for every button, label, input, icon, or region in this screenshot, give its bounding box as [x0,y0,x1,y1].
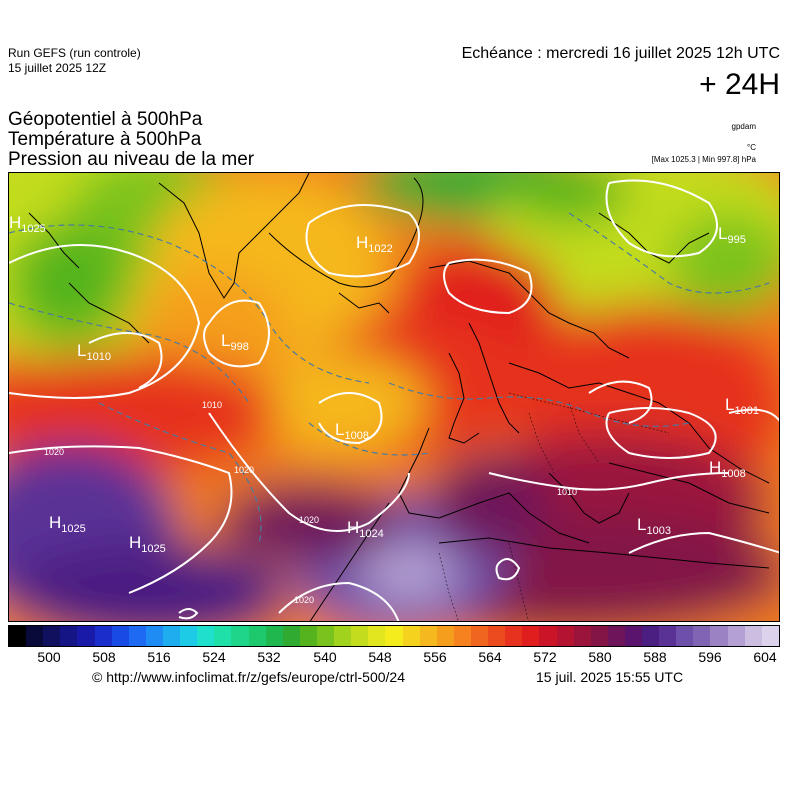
color-scale-swatch [436,626,454,646]
color-scale-swatch [419,626,437,646]
low-pressure-label: L1003 [637,515,671,537]
isotherms [9,212,770,544]
run-title: Run GEFS (run controle) [8,46,141,60]
color-scale-swatch [522,626,540,646]
color-scale-swatch [590,626,608,646]
color-scale-swatch [453,626,471,646]
color-scale-tick: 564 [478,649,502,665]
color-scale-swatch [573,626,591,646]
high-pressure-label: H1025 [129,533,166,555]
forecast-lead-time: + 24H [699,68,780,101]
color-scale-tick: 572 [533,649,557,665]
color-scale-swatch [710,626,728,646]
field-label-geopotential: Géopotentiel à 500hPa [8,109,203,130]
color-scale [8,625,780,647]
low-pressure-label: L1001 [725,395,759,417]
color-scale-tick: 596 [698,649,722,665]
forecast-valid-time: Echéance : mercredi 16 juillet 2025 12h … [461,45,780,62]
color-scale-swatch [539,626,557,646]
low-pressure-label: L998 [221,331,249,353]
color-scale-swatch [77,626,95,646]
color-scale-swatch [162,626,181,646]
color-scale-swatch [385,626,403,646]
isobar-contour-labels: 1010 1020 1020 1020 1020 1010 [44,400,577,605]
color-scale-swatch [624,626,643,646]
color-scale-swatch [316,626,335,646]
color-scale-tick: 580 [588,649,612,665]
isobar-label: 1020 [234,465,254,475]
color-scale-swatch [334,626,352,646]
color-scale-tick: 516 [147,649,171,665]
color-scale-tick: 556 [423,649,447,665]
isobar-label: 1020 [299,515,319,525]
high-pressure-label: H1024 [347,518,384,540]
color-scale-swatch [282,626,300,646]
high-pressure-label: H1025 [9,213,46,235]
color-scale-tick: 540 [313,649,337,665]
color-scale-swatch [470,626,489,646]
unit-geopotential: gpdam [731,122,756,131]
field-label-temperature: Température à 500hPa [8,129,202,150]
color-scale-tick: 548 [368,649,392,665]
color-scale-swatch [299,626,317,646]
weather-map-canvas: H1025 H1022 H1024 H1025 H1025 L1010 L998 L1008 L… [9,173,779,621]
color-scale-swatch [265,626,283,646]
color-scale-tick: 524 [202,649,226,665]
high-pressure-label: H1008 [709,458,746,480]
geopotential-shading [9,173,779,621]
color-scale-swatch [676,626,694,646]
run-date: 15 juillet 2025 12Z [8,61,107,75]
color-scale-swatch [368,626,386,646]
color-scale-swatch [231,626,249,646]
isobar-label: 1010 [557,487,577,497]
color-scale-swatch [607,626,625,646]
source-url[interactable]: © http://www.infoclimat.fr/z/gefs/europe… [92,669,406,685]
borders [438,392,670,621]
color-scale-swatch [693,626,711,646]
color-scale-swatch [94,626,112,646]
coastlines [28,173,770,621]
unit-temperature: °C [747,143,756,152]
color-scale-swatch [128,626,146,646]
color-scale-swatch [248,626,266,646]
color-scale-tick: 588 [643,649,667,665]
color-scale-tick: 508 [92,649,116,665]
isobar-label: 1020 [44,447,64,457]
low-pressure-label: L1008 [335,420,369,442]
color-scale-swatch [197,626,215,646]
color-scale-swatch [145,626,163,646]
color-scale-swatch [60,626,78,646]
color-scale-swatch [402,626,420,646]
color-scale-tick: 500 [37,649,61,665]
field-label-pressure: Pression au niveau de la mer [8,149,255,170]
color-scale-swatch [180,626,198,646]
color-scale-swatch [351,626,369,646]
color-scale-swatch [488,626,506,646]
isobar-label: 1010 [202,400,222,410]
color-scale-swatch [659,626,677,646]
high-pressure-label: H1025 [49,513,86,535]
color-scale-swatch [727,626,745,646]
weather-map: H1025 H1022 H1024 H1025 H1025 L1010 L998 L1008 L… [8,172,780,622]
generated-timestamp: 15 juil. 2025 15:55 UTC [536,669,684,685]
unit-pressure-range: [Max 1025.3 | Min 997.8] hPa [651,155,756,164]
color-scale-tick: 604 [753,649,777,665]
color-scale-swatch [26,626,44,646]
color-scale-swatch [761,626,779,646]
color-scale-swatch [214,626,232,646]
color-scale-swatch [744,626,762,646]
color-scale-swatch [642,626,660,646]
isobars [9,179,779,621]
high-pressure-label: H1022 [356,233,393,255]
low-pressure-label: L1010 [77,341,111,363]
color-scale-swatch [43,626,61,646]
color-scale-swatch [9,626,27,646]
pressure-center-labels: H1025 H1022 H1024 H1025 H1025 L1010 L998 L1008 L… [9,213,759,555]
color-scale-swatch [505,626,523,646]
color-scale-tick: 532 [257,649,281,665]
color-scale-swatch [556,626,574,646]
isobar-label: 1020 [294,595,314,605]
low-pressure-label: L995 [718,224,746,246]
color-scale-swatch [111,626,129,646]
